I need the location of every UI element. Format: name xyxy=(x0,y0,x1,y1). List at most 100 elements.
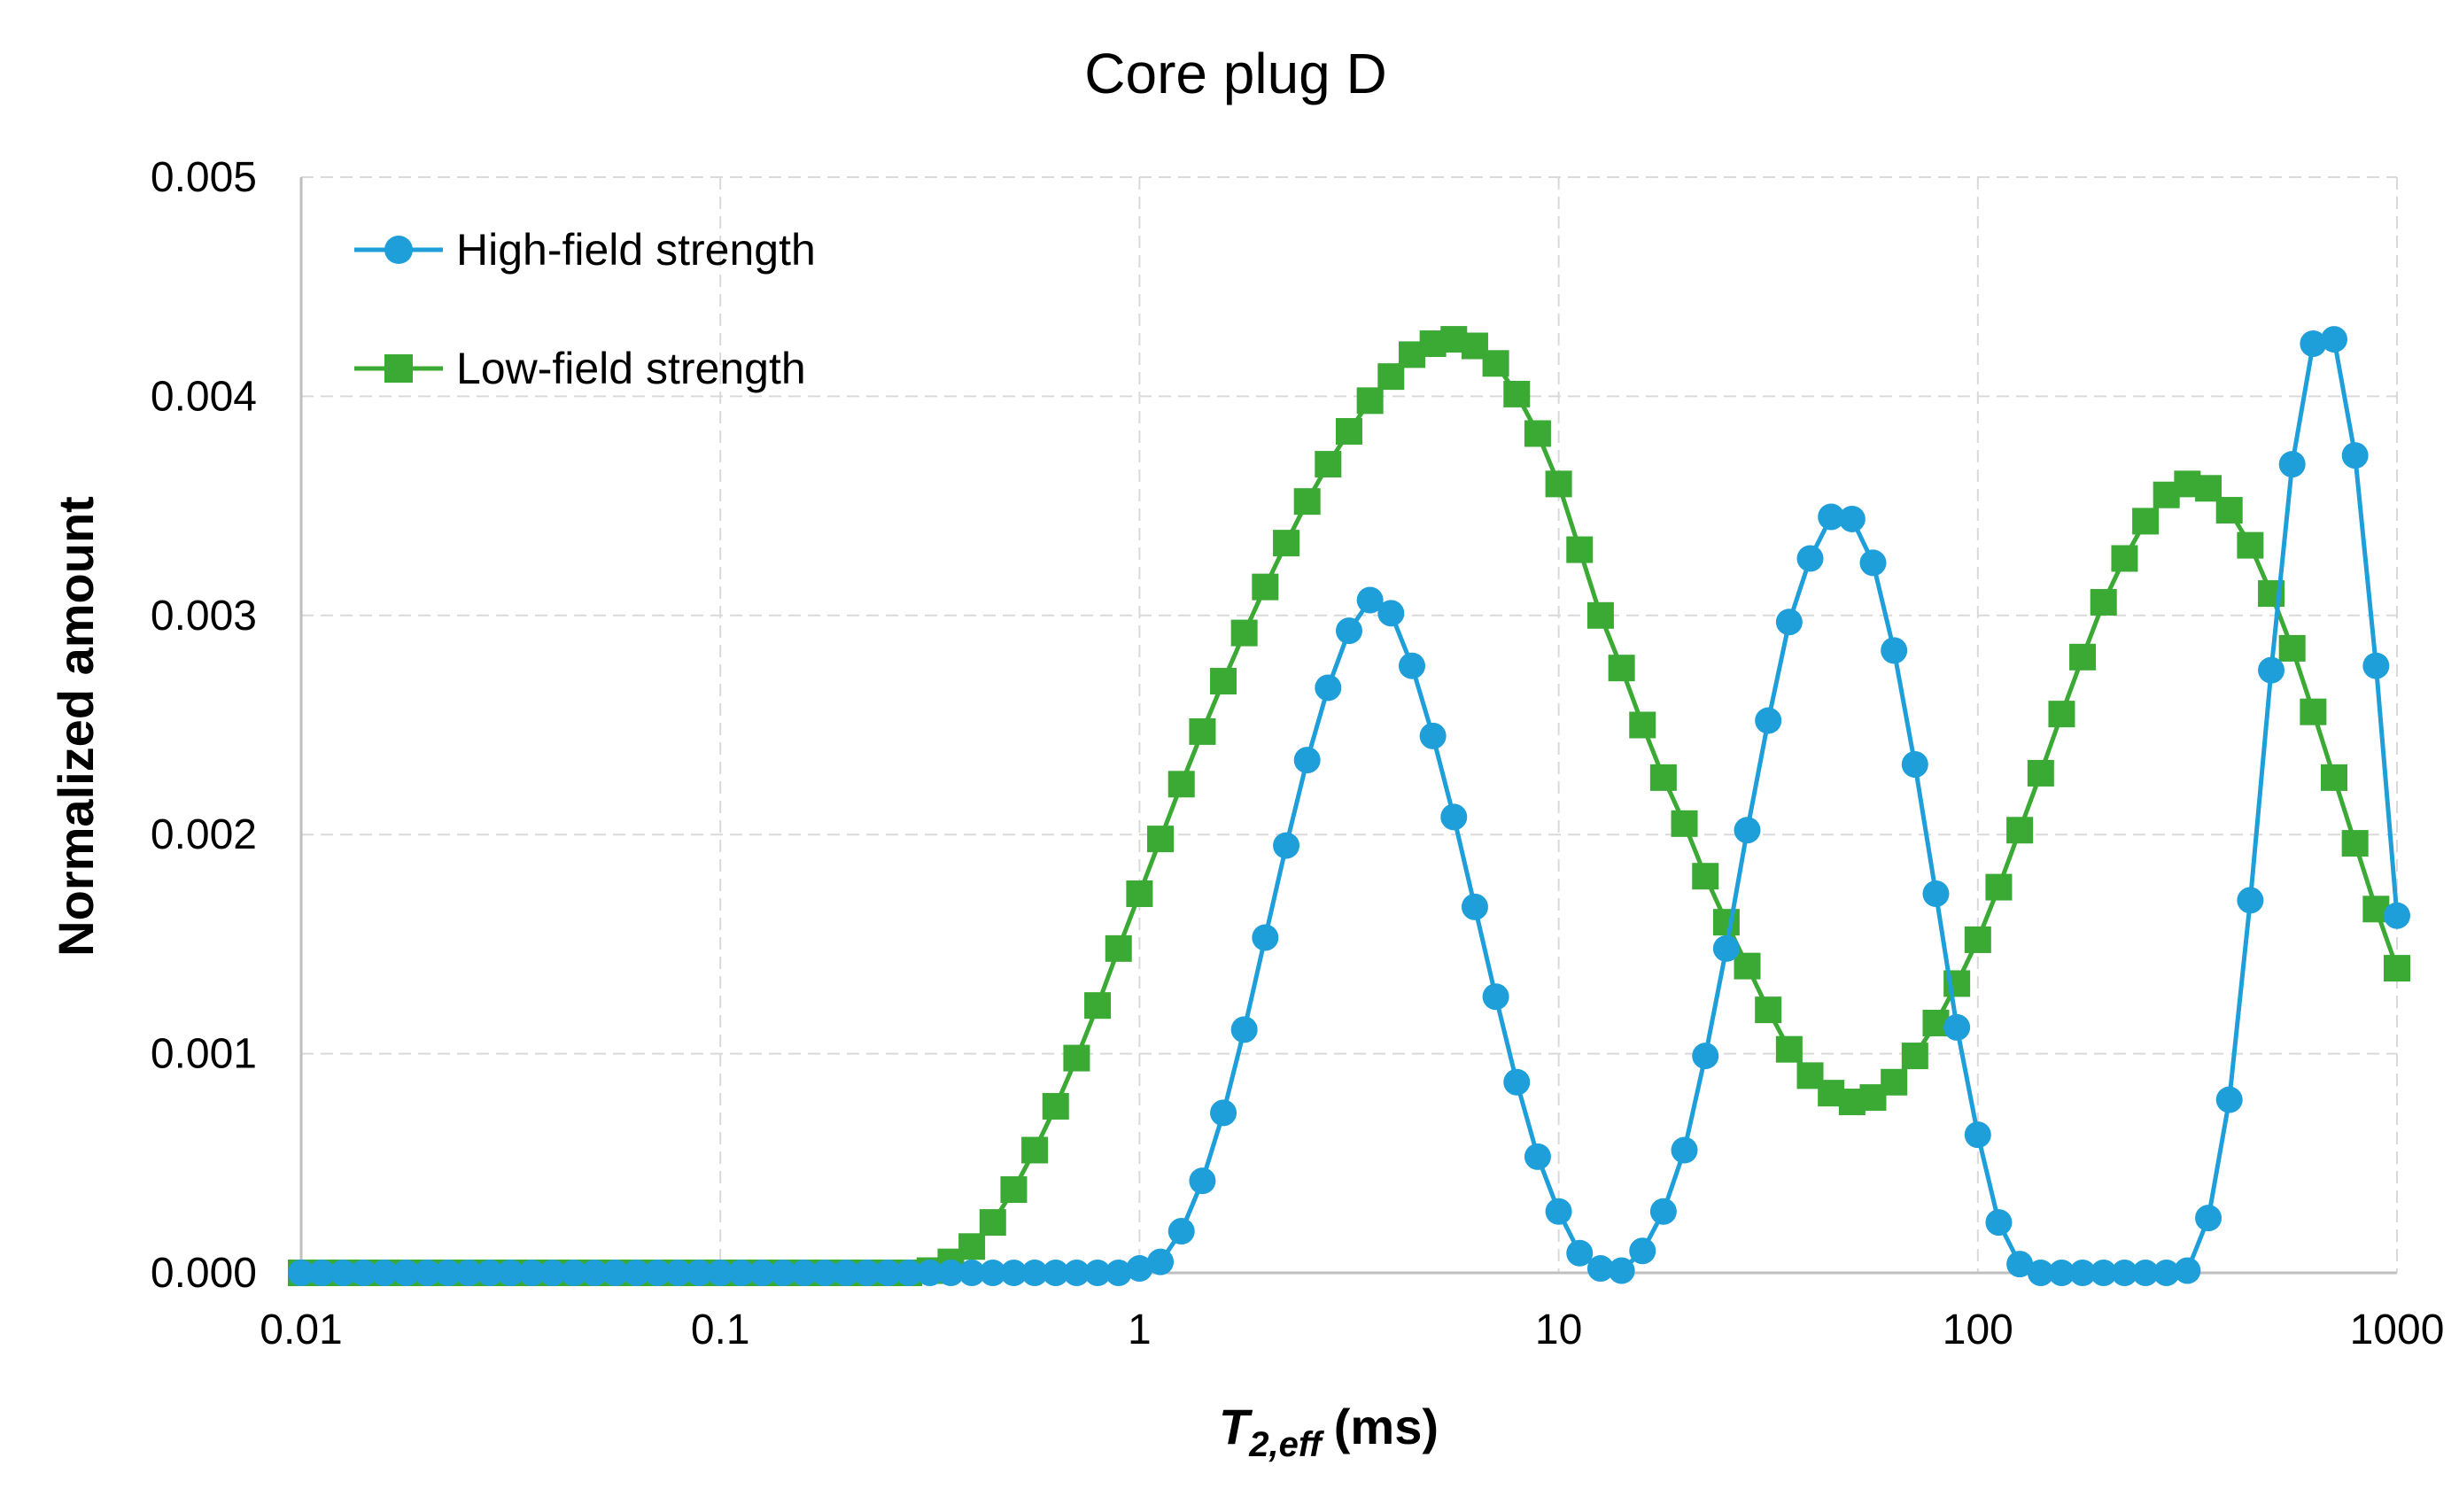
data-point-low-field xyxy=(1105,934,1132,962)
data-point-high-field xyxy=(1252,924,1279,951)
data-point-low-field xyxy=(2048,701,2075,728)
y-tick-label: 0.004 xyxy=(151,373,257,420)
data-point-high-field xyxy=(1901,751,1928,779)
data-point-high-field xyxy=(1608,1257,1635,1284)
data-point-high-field xyxy=(1712,934,1740,962)
data-point-high-field xyxy=(2132,1260,2160,1286)
data-point-high-field xyxy=(581,1260,609,1286)
data-point-high-field xyxy=(1084,1260,1112,1286)
data-point-high-field xyxy=(749,1260,776,1286)
data-point-high-field xyxy=(2321,326,2348,353)
data-point-low-field xyxy=(2132,508,2160,535)
data-point-high-field xyxy=(1586,1255,1614,1283)
data-point-high-field xyxy=(1796,545,1824,572)
data-point-high-field xyxy=(1461,893,1488,920)
data-point-low-field xyxy=(1985,873,2013,901)
data-point-high-field xyxy=(539,1260,566,1286)
data-point-high-field xyxy=(477,1260,504,1286)
data-point-high-field xyxy=(790,1260,818,1286)
data-point-high-field xyxy=(833,1260,860,1286)
data-point-high-field xyxy=(1881,637,1908,664)
data-point-low-field xyxy=(1042,1092,1069,1120)
data-point-high-field xyxy=(2362,652,2390,679)
data-point-high-field xyxy=(518,1260,546,1286)
data-point-high-field xyxy=(686,1260,713,1286)
data-point-low-field xyxy=(1755,996,1782,1024)
data-point-high-field xyxy=(1734,817,1761,844)
data-point-high-field xyxy=(1377,600,1405,627)
x-axis-title-unit: (ms) xyxy=(1334,1399,1439,1454)
data-point-low-field xyxy=(1315,451,1342,478)
data-point-low-field xyxy=(1629,711,1656,739)
legend: High-field strength Low-field strength xyxy=(354,225,816,393)
data-point-low-field xyxy=(1273,530,1300,557)
data-point-high-field xyxy=(1775,609,1803,636)
data-point-high-field xyxy=(2006,1251,2034,1278)
data-point-low-field xyxy=(1293,488,1321,516)
data-point-high-field xyxy=(1545,1198,1572,1225)
data-point-high-field xyxy=(455,1260,483,1286)
data-point-low-field xyxy=(1126,880,1153,907)
x-tick-label: 1000 xyxy=(2350,1307,2445,1353)
data-point-high-field xyxy=(1818,503,1845,531)
y-tick-label: 0.003 xyxy=(151,593,257,640)
data-point-low-field xyxy=(1084,992,1112,1020)
data-point-low-field xyxy=(1671,810,1698,837)
data-point-high-field xyxy=(2384,902,2410,929)
data-point-high-field xyxy=(623,1260,650,1286)
data-point-high-field xyxy=(1503,1068,1531,1096)
legend-marker-low-field xyxy=(384,354,413,383)
data-point-high-field xyxy=(1230,1016,1258,1043)
data-point-high-field xyxy=(1985,1209,2013,1237)
data-point-high-field xyxy=(560,1260,587,1286)
data-point-low-field xyxy=(1692,863,1719,890)
data-point-high-field xyxy=(1293,747,1321,774)
data-point-high-field xyxy=(2215,1086,2243,1113)
data-point-high-field xyxy=(874,1260,902,1286)
y-tick-label: 0.000 xyxy=(151,1250,257,1297)
data-point-high-field xyxy=(896,1260,923,1286)
data-point-high-field xyxy=(2341,442,2369,469)
data-point-low-field xyxy=(2090,588,2117,616)
data-point-high-field xyxy=(1922,880,1950,907)
data-point-high-field xyxy=(1755,707,1782,734)
data-point-high-field xyxy=(1482,983,1509,1011)
data-point-high-field xyxy=(811,1260,839,1286)
grid xyxy=(301,176,2398,1273)
data-point-low-field xyxy=(1210,668,1237,695)
data-point-high-field xyxy=(727,1260,755,1286)
data-point-high-field xyxy=(937,1260,965,1286)
data-point-high-field xyxy=(1964,1121,1991,1149)
data-point-high-field xyxy=(1649,1198,1677,1225)
data-point-low-field xyxy=(958,1233,986,1260)
y-tick-label: 0.005 xyxy=(151,154,257,201)
data-point-low-field xyxy=(1649,764,1677,791)
data-point-high-field xyxy=(1273,832,1300,859)
data-point-high-field xyxy=(1063,1260,1090,1286)
data-point-high-field xyxy=(979,1260,1006,1286)
data-point-low-field xyxy=(1335,417,1362,445)
data-point-low-field xyxy=(1545,470,1572,498)
data-point-low-field xyxy=(1734,952,1761,980)
data-point-high-field xyxy=(371,1260,399,1286)
data-point-low-field xyxy=(2237,531,2264,559)
data-point-low-field xyxy=(1000,1175,1028,1203)
data-point-high-field xyxy=(2090,1260,2117,1286)
x-tick-label: 10 xyxy=(1535,1307,1582,1353)
data-point-high-field xyxy=(288,1260,314,1286)
data-point-high-field xyxy=(350,1260,377,1286)
data-point-high-field xyxy=(1838,505,1866,532)
data-point-high-field xyxy=(1943,1013,1971,1041)
data-point-high-field xyxy=(308,1260,336,1286)
data-point-high-field xyxy=(853,1260,880,1286)
data-point-high-field xyxy=(392,1260,420,1286)
y-tick-label: 0.002 xyxy=(151,811,257,858)
x-axis-title: T2,eff (ms) xyxy=(1219,1399,1439,1464)
data-point-high-field xyxy=(1419,722,1447,749)
data-point-low-field xyxy=(2384,955,2410,982)
data-point-low-field xyxy=(2006,817,2034,844)
data-point-high-field xyxy=(1671,1136,1698,1164)
x-tick-label: 0.01 xyxy=(260,1307,342,1353)
data-point-high-field xyxy=(2027,1260,2054,1286)
data-point-low-field xyxy=(1901,1043,1928,1070)
